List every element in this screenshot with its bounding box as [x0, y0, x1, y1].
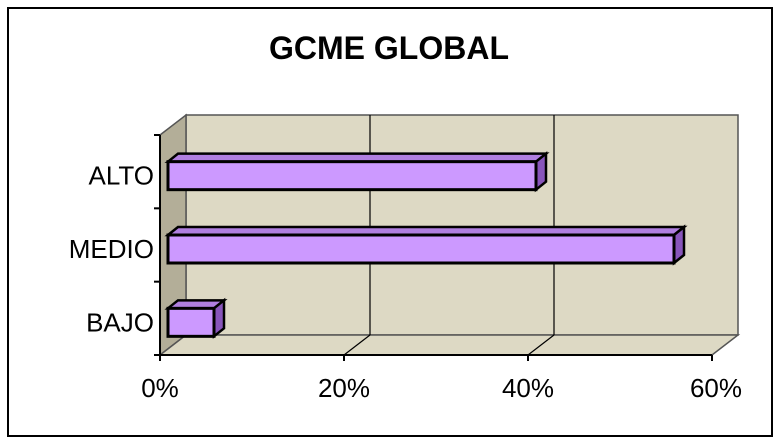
bar-front-face — [166, 306, 216, 338]
x-tick-label: 20% — [318, 373, 370, 403]
y-tick-label: ALTO — [88, 161, 154, 191]
x-tick-label: 40% — [502, 373, 554, 403]
gridline-floor — [343, 334, 371, 356]
bar-front-face — [166, 160, 538, 192]
bar-chart: ALTO MEDIO BAJO 0% 20% 40% 60% — [69, 113, 742, 403]
x-tick-label: 0% — [141, 373, 179, 403]
y-tick-label: MEDIO — [69, 234, 154, 264]
back-wall — [185, 114, 739, 336]
bar-alto — [164, 151, 550, 193]
y-tick-label: BAJO — [86, 307, 154, 337]
bar-bajo — [164, 297, 228, 339]
chart-title: GCME GLOBAL — [269, 30, 509, 66]
floor-wall — [157, 334, 741, 356]
bar-front-face — [166, 233, 676, 265]
bar-medio — [164, 224, 688, 266]
gridline-floor — [527, 334, 555, 356]
x-tick-label: 60% — [690, 373, 742, 403]
